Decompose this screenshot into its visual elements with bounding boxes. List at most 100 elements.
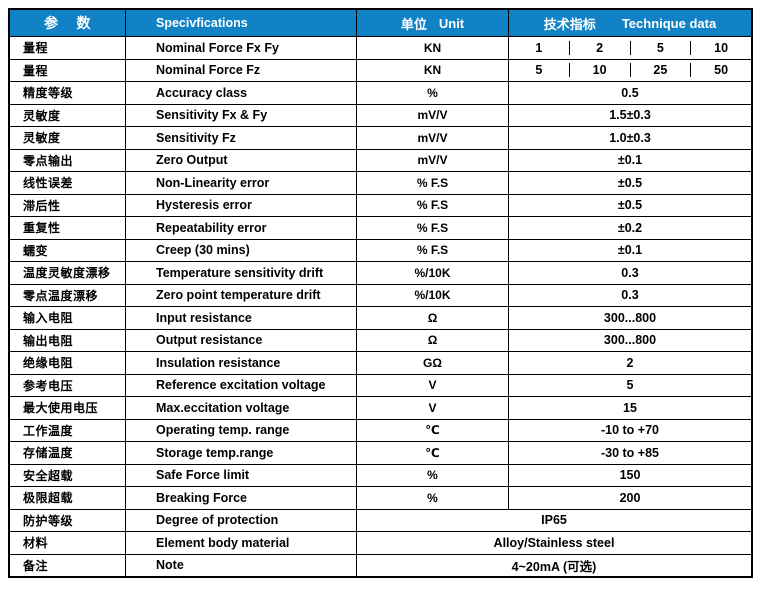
param-cell: 输入电阻 <box>23 311 74 326</box>
table-row: 安全超载 Safe Force limit% 150 <box>10 463 751 486</box>
value-cell: 150 <box>508 464 751 486</box>
value-cell: 0.3 <box>508 284 751 306</box>
value-subcells: 1 2 5 10 <box>508 37 751 59</box>
value-subcell: 10 <box>568 63 630 78</box>
value-cell: -10 to +70 <box>508 419 751 441</box>
table-row: 灵敏度 Sensitivity Fx & Fy mV/V 1.5±0.3 <box>10 103 751 126</box>
unit-cell: Ω <box>356 307 508 329</box>
value-text: 0.5 <box>621 85 639 100</box>
param-cell: 防护等级 <box>23 513 74 528</box>
value-text: 0.3 <box>621 265 639 280</box>
param-cell: 灵敏度 <box>23 108 61 123</box>
value-subcell: 10 <box>690 40 751 55</box>
table-row: 最大使用电压 Max.eccitation voltage V 15 <box>10 396 751 419</box>
merged-value-cell: 4~20mA (可选) <box>356 554 751 576</box>
table-row: 量程 Nominal Force Fx Fy KN 1 2 5 10 <box>10 37 751 59</box>
spec-cell: Input resistance <box>125 307 356 329</box>
value-subcell: 2 <box>568 40 630 55</box>
table-row: 温度灵敏度漂移 Temperature sensitivity drift %/10… <box>10 261 751 284</box>
table-row: 输出电阻 Output resistance Ω 300...800 <box>10 328 751 351</box>
unit-cell: ℃ <box>356 442 508 464</box>
value-text: ±0.5 <box>617 198 643 213</box>
spec-cell: Safe Force limit <box>125 464 356 486</box>
spec-cell: Breaking Force <box>125 487 356 509</box>
table-row: 线性误差 Non-Linearity error% F.S ±0.5 <box>10 171 751 194</box>
value-cell: 1.5±0.3 <box>508 104 751 126</box>
value-text: ±0.1 <box>617 153 643 168</box>
value-subcell: 50 <box>690 63 751 78</box>
value-text: ±0.5 <box>617 175 643 190</box>
unit-cell: ℃ <box>356 419 508 441</box>
unit-cell: V <box>356 397 508 419</box>
spec-cell: Zero Output <box>125 149 356 171</box>
value-cell: 300...800 <box>508 329 751 351</box>
value-text: 2 <box>626 355 634 370</box>
spec-cell: Element body material <box>125 532 356 554</box>
spec-cell: Operating temp. range <box>125 419 356 441</box>
value-text: -30 to +85 <box>600 445 659 460</box>
value-text: -10 to +70 <box>600 423 659 438</box>
unit-cell: % F.S <box>356 239 508 261</box>
header-param-zh2: 数 <box>76 15 91 31</box>
header-unit: 单位 Unit <box>356 10 508 36</box>
header-unit-zh: 单位 <box>400 16 427 32</box>
header-specifications: Specivfications <box>125 10 356 36</box>
unit-cell: % <box>356 82 508 104</box>
table-row: 防护等级 Degree of protection IP65 <box>10 508 751 531</box>
param-cell: 安全超载 <box>23 468 74 483</box>
param-cell: 零点温度漂移 <box>23 288 99 303</box>
spec-cell: Temperature sensitivity drift <box>125 262 356 284</box>
header-tech-zh: 技术指标 <box>543 16 596 32</box>
spec-cell: Zero point temperature drift <box>125 284 356 306</box>
spec-cell: Note <box>125 554 356 576</box>
param-cell: 绝缘电阻 <box>23 356 74 371</box>
param-cell: 最大使用电压 <box>23 401 99 416</box>
merged-value-cell: Alloy/Stainless steel <box>356 532 751 554</box>
value-text: ±0.1 <box>617 243 643 258</box>
table-row: 绝缘电阻 Insulation resistance GΩ 2 <box>10 351 751 374</box>
param-cell: 精度等级 <box>23 86 74 101</box>
table-row: 存储温度 Storage temp.range ℃ -30 to +85 <box>10 441 751 464</box>
value-cell: ±0.2 <box>508 217 751 239</box>
header-spec-label: Specivfications <box>156 16 248 30</box>
table-header-row: 参 数 Specivfications 单位 Unit 技术指标 Techniq… <box>10 10 751 37</box>
value-cell: 2 <box>508 352 751 374</box>
table-body: 量程 Nominal Force Fx Fy KN 1 2 5 10 量程 Nominal Fo… <box>10 37 751 576</box>
param-cell: 线性误差 <box>23 176 74 191</box>
spec-cell: Creep (30 mins) <box>125 239 356 261</box>
param-cell: 灵敏度 <box>23 131 61 146</box>
value-text: 300...800 <box>603 333 657 348</box>
unit-cell: % <box>356 487 508 509</box>
value-cell: 0.3 <box>508 262 751 284</box>
unit-cell: V <box>356 374 508 396</box>
value-cell: 1.0±0.3 <box>508 127 751 149</box>
merged-value-cell: IP65 <box>356 509 751 531</box>
table-row: 重复性 Repeatability error% F.S ±0.2 <box>10 216 751 239</box>
value-text: ±0.2 <box>617 220 643 235</box>
param-cell: 量程 <box>23 63 49 78</box>
param-cell: 备注 <box>23 558 49 573</box>
table-row: 零点输出 Zero Output mV/V ±0.1 <box>10 148 751 171</box>
value-cell: 200 <box>508 487 751 509</box>
param-cell: 重复性 <box>23 221 61 236</box>
value-subcell: 1 <box>535 40 543 55</box>
spec-cell: Non-Linearity error <box>125 172 356 194</box>
param-cell: 参考电压 <box>23 378 74 393</box>
spec-cell: Storage temp.range <box>125 442 356 464</box>
value-subcells: 5 10 25 50 <box>508 59 751 81</box>
table-row: 精度等级 Accuracy class% 0.5 <box>10 81 751 104</box>
value-cell: ±0.1 <box>508 239 751 261</box>
param-cell: 输出电阻 <box>23 333 74 348</box>
unit-cell: %/10K <box>356 262 508 284</box>
unit-cell: % F.S <box>356 172 508 194</box>
value-text: 150 <box>619 468 641 483</box>
unit-cell: % F.S <box>356 194 508 216</box>
value-cell: 0.5 <box>508 82 751 104</box>
unit-cell: mV/V <box>356 149 508 171</box>
value-text: 300...800 <box>603 310 657 325</box>
spec-cell: Repeatability error <box>125 217 356 239</box>
value-text: 5 <box>626 378 634 393</box>
unit-cell: Ω <box>356 329 508 351</box>
value-subcell: 5 <box>535 63 543 78</box>
table-row: 材料 Element body material Alloy/Stainless s… <box>10 531 751 554</box>
